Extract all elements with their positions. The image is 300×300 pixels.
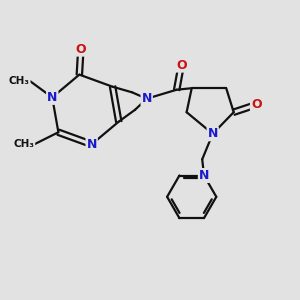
Text: N: N [47, 91, 57, 104]
Text: O: O [176, 58, 187, 72]
Text: O: O [76, 43, 86, 56]
Text: CH₃: CH₃ [14, 139, 34, 149]
Text: N: N [86, 138, 97, 151]
Text: N: N [142, 92, 152, 105]
Text: O: O [251, 98, 262, 111]
Text: N: N [208, 127, 218, 140]
Text: N: N [199, 169, 209, 182]
Text: CH₃: CH₃ [9, 76, 30, 86]
